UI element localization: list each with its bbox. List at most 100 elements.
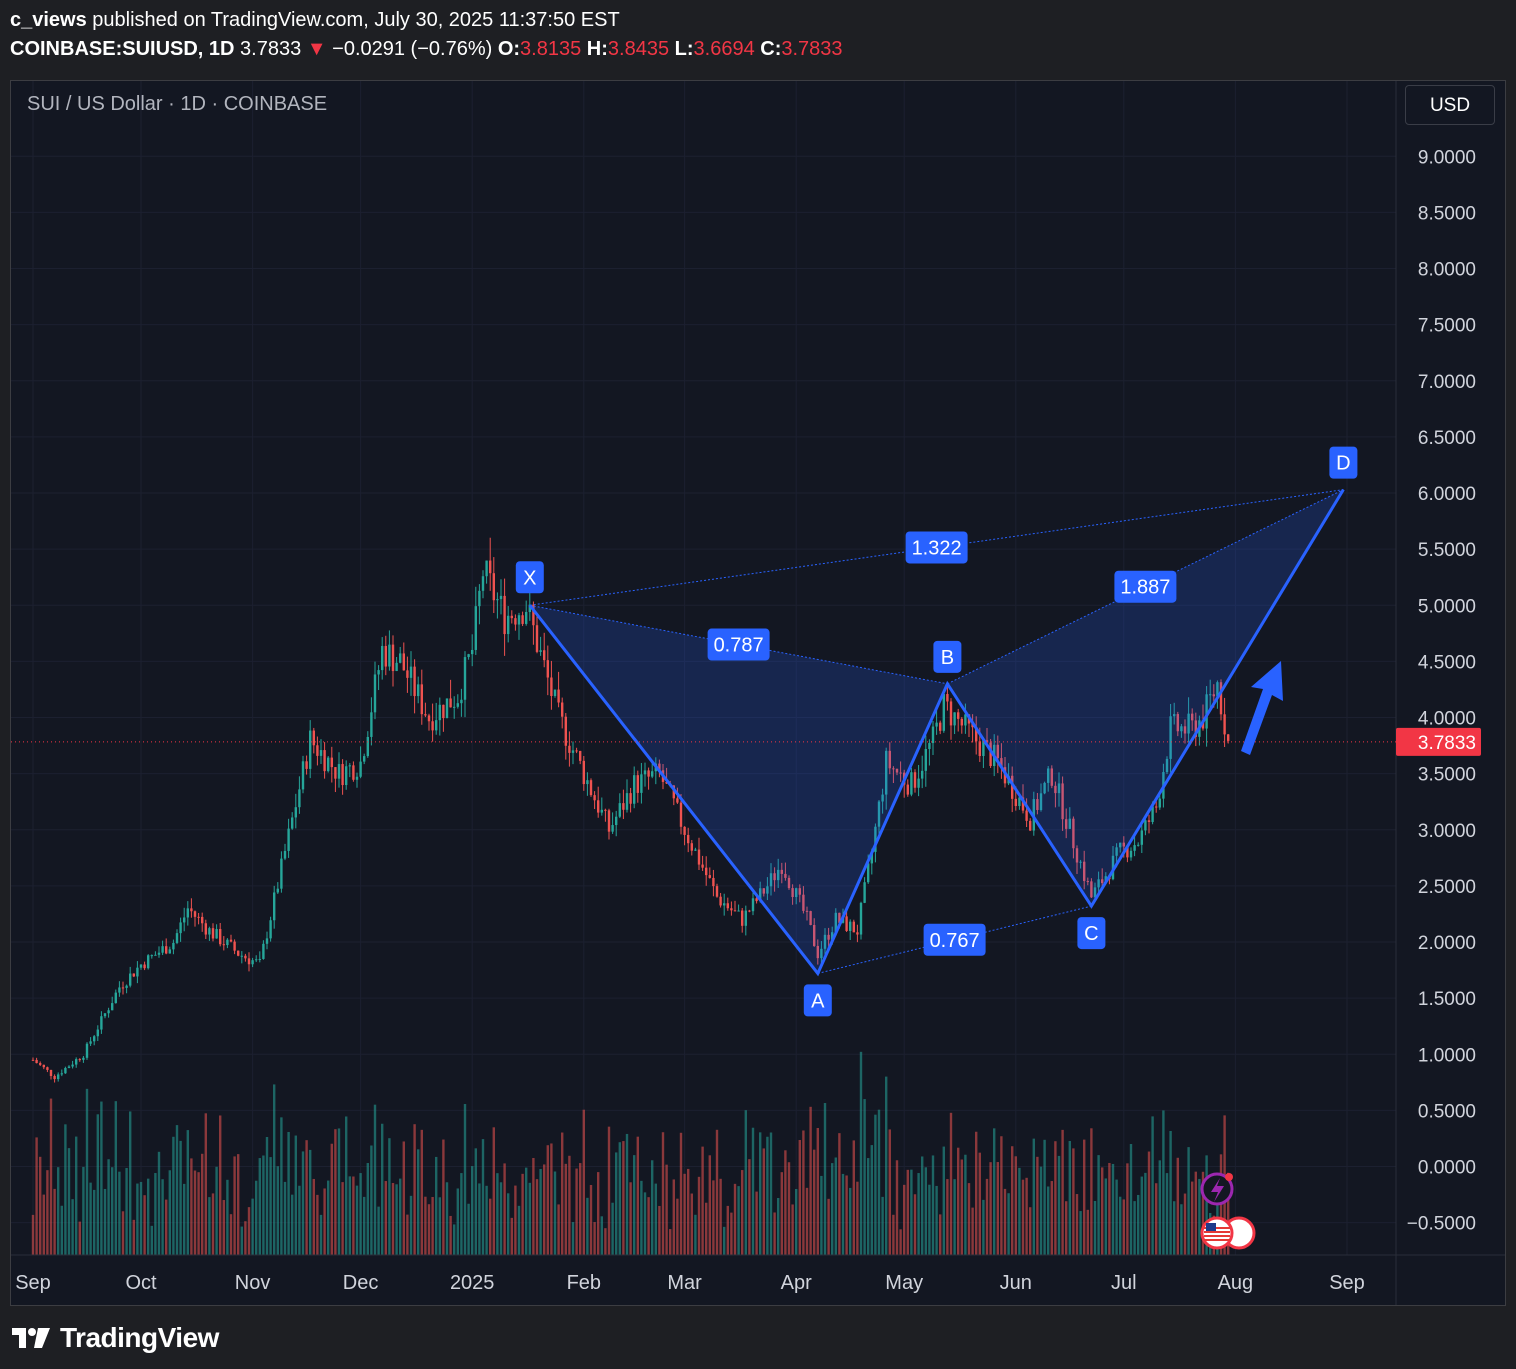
volume-bar	[1122, 1199, 1125, 1255]
volume-bar	[1093, 1200, 1097, 1255]
candle-body	[71, 1064, 74, 1067]
volume-bar	[618, 1142, 621, 1255]
candle-body	[528, 604, 531, 613]
volume-bar	[420, 1129, 423, 1255]
x-tick-label: Jun	[1000, 1272, 1032, 1294]
chart-panel[interactable]: X A B C D 0.787 0.767 1.887 1.322 9.0000 8.5000 8.…	[10, 80, 1506, 1306]
volume-bar	[589, 1184, 593, 1255]
candle-body	[507, 615, 510, 635]
volume-bar	[265, 1136, 269, 1255]
candle-body	[593, 795, 596, 801]
volume-bar	[903, 1184, 906, 1255]
volume-bar	[661, 1132, 665, 1255]
volume-bar	[582, 1109, 585, 1255]
volume-bar	[82, 1166, 85, 1255]
candle-body	[1194, 720, 1197, 737]
candle-body	[582, 760, 585, 785]
volume-bar	[715, 1129, 719, 1255]
volume-bar	[989, 1162, 992, 1255]
volume-bar	[1227, 1172, 1230, 1255]
x-tick-label: Feb	[567, 1272, 601, 1294]
candle-body	[467, 654, 470, 658]
volume-bar	[64, 1124, 67, 1255]
candle-body	[845, 916, 848, 931]
volume-bar	[877, 1109, 881, 1255]
candle-body	[820, 948, 823, 959]
candle-body	[805, 910, 809, 912]
x-tick-label: 2025	[450, 1272, 495, 1294]
ratio-label-bg	[905, 531, 968, 564]
flag-stripe	[1204, 1239, 1230, 1241]
volume-bar	[114, 1101, 117, 1255]
volume-bar	[600, 1216, 603, 1255]
candle-body	[1169, 716, 1172, 759]
candle-body	[1068, 818, 1071, 829]
candle-body	[273, 892, 276, 921]
candle-body	[89, 1041, 92, 1044]
candle-body	[629, 793, 632, 804]
y-tick-label: 9.0000	[1418, 147, 1476, 168]
tradingview-logo-icon[interactable]	[10, 1324, 52, 1352]
volume-bar	[445, 1182, 449, 1255]
volume-bar	[615, 1152, 618, 1255]
volume-bar	[528, 1182, 531, 1255]
candle-body	[885, 750, 888, 795]
volume-bar	[802, 1130, 805, 1255]
candle-body	[352, 765, 355, 780]
volume-bar	[1133, 1201, 1136, 1255]
candle-body	[262, 943, 265, 959]
volume-bar	[319, 1214, 323, 1255]
candle-body	[766, 886, 769, 894]
x-tick-label: Aug	[1218, 1272, 1254, 1294]
volume-bar	[190, 1158, 193, 1255]
candle-body	[726, 903, 729, 909]
volume-bar	[651, 1160, 654, 1255]
candle-body	[1036, 799, 1039, 811]
volume-bar	[359, 1173, 362, 1255]
volume-bar	[316, 1194, 319, 1255]
candle-body	[355, 776, 359, 780]
candle-body	[705, 867, 708, 876]
candle-body	[42, 1064, 45, 1068]
lightning-bolt-icon	[1211, 1178, 1224, 1202]
candle-body	[312, 730, 315, 746]
volume-bar	[154, 1173, 157, 1255]
volume-bar	[1014, 1156, 1017, 1255]
volume-bar	[89, 1182, 92, 1255]
candle-body	[1101, 879, 1104, 884]
volume-bar	[1050, 1181, 1053, 1255]
volume-bar	[118, 1171, 121, 1255]
candle-body	[881, 794, 884, 802]
volume-bar	[960, 1159, 963, 1255]
volume-bar	[586, 1197, 589, 1255]
candle-body	[625, 793, 629, 810]
candle-body	[618, 803, 621, 817]
volume-bar	[413, 1124, 416, 1255]
candle-body	[489, 560, 492, 574]
candle-body	[935, 722, 938, 727]
volume-bar	[499, 1182, 503, 1255]
candle-body	[1029, 820, 1032, 831]
author-name[interactable]: c_views	[10, 9, 87, 31]
volume-bar	[402, 1141, 405, 1255]
volume-bar	[946, 1179, 949, 1255]
volume-bar	[1072, 1148, 1075, 1255]
volume-bar	[1057, 1155, 1061, 1255]
volume-bar	[863, 1099, 866, 1255]
volume-bar	[773, 1212, 776, 1255]
volume-bar	[1097, 1155, 1100, 1255]
price-chart[interactable]: X A B C D 0.787 0.767 1.887 1.322 9.0000 8.5000 8.…	[11, 81, 1505, 1305]
volume-bar	[712, 1180, 715, 1255]
candle-body	[309, 730, 312, 769]
volume-bar	[1201, 1171, 1205, 1255]
currency-button[interactable]: USD	[1405, 85, 1495, 125]
quote-line: COINBASE:SUIUSD, 1D 3.7833 ▼ −0.0291 (−0…	[10, 34, 1506, 64]
y-tick-label: 7.0000	[1418, 372, 1476, 393]
volume-bar	[759, 1132, 762, 1255]
candle-body	[942, 694, 945, 731]
volume-bar	[294, 1135, 297, 1255]
volume-bar	[399, 1178, 402, 1255]
candle-body	[388, 644, 391, 667]
volume-bar	[669, 1229, 672, 1255]
tradingview-brand[interactable]: TradingView	[60, 1322, 219, 1353]
